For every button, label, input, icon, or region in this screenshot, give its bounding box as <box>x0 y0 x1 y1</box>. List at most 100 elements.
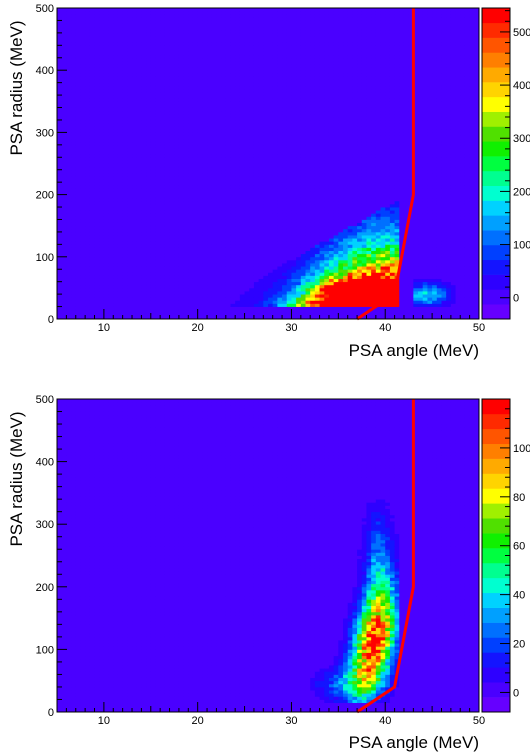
heatmap-bin <box>198 67 203 71</box>
heatmap-bin <box>226 294 231 298</box>
heatmap-bin <box>277 154 282 158</box>
heatmap-bin <box>216 61 221 65</box>
heatmap-bin <box>123 136 128 140</box>
heatmap-bin <box>240 8 245 12</box>
heatmap-bin <box>277 123 282 127</box>
heatmap-bin <box>160 232 165 236</box>
heatmap-bin <box>165 48 170 52</box>
heatmap-bin <box>207 279 212 283</box>
heatmap-bin <box>212 24 217 28</box>
heatmap-bin <box>235 120 240 124</box>
heatmap-bin <box>240 226 245 230</box>
heatmap-bin <box>230 14 235 18</box>
heatmap-bin <box>259 114 264 118</box>
heatmap-bin <box>104 64 109 68</box>
heatmap-bin <box>179 235 184 239</box>
heatmap-bin <box>184 70 189 74</box>
heatmap-bin <box>99 48 104 52</box>
heatmap-bin <box>188 160 193 164</box>
heatmap-bin <box>104 24 109 28</box>
heatmap-bin <box>127 24 132 28</box>
heatmap-bin <box>141 167 146 171</box>
heatmap-bin <box>249 98 254 102</box>
heatmap-bin <box>216 285 221 289</box>
heatmap-bin <box>109 266 114 270</box>
heatmap-bin <box>245 160 250 164</box>
heatmap-bin <box>240 148 245 152</box>
heatmap-bin <box>282 142 287 146</box>
heatmap-bin <box>245 45 250 49</box>
heatmap-bin <box>141 247 146 251</box>
heatmap-bin <box>90 303 95 307</box>
heatmap-bin <box>71 132 76 136</box>
heatmap-bin <box>71 272 76 276</box>
heatmap-bin <box>226 157 231 161</box>
heatmap-bin <box>202 219 207 223</box>
heatmap-bin <box>273 117 278 121</box>
heatmap-bin <box>170 114 175 118</box>
heatmap-bin <box>287 260 292 264</box>
heatmap-bin <box>137 48 142 52</box>
heatmap-bin <box>109 8 114 12</box>
heatmap-bin <box>277 260 282 264</box>
heatmap-bin <box>95 226 100 230</box>
heatmap-bin <box>57 101 62 105</box>
heatmap-bin <box>282 129 287 133</box>
heatmap-bin <box>198 313 203 317</box>
heatmap-bin <box>155 170 160 174</box>
heatmap-bin <box>76 313 81 317</box>
heatmap-bin <box>76 288 81 292</box>
heatmap-bin <box>170 191 175 195</box>
heatmap-bin <box>259 24 264 28</box>
heatmap-bin <box>132 303 137 307</box>
heatmap-bin <box>254 164 259 168</box>
heatmap-bin <box>277 251 282 255</box>
heatmap-bin <box>137 11 142 15</box>
heatmap-bin <box>137 98 142 102</box>
heatmap-bin <box>99 142 104 146</box>
heatmap-bin <box>235 117 240 121</box>
heatmap-bin <box>146 17 151 21</box>
heatmap-bin <box>71 98 76 102</box>
heatmap-bin <box>188 27 193 31</box>
heatmap-bin <box>85 104 90 108</box>
heatmap-bin <box>95 83 100 87</box>
heatmap-bin <box>118 14 123 18</box>
heatmap-bin <box>165 288 170 292</box>
heatmap-bin <box>90 167 95 171</box>
heatmap-bin <box>155 95 160 99</box>
heatmap-bin <box>99 182 104 186</box>
heatmap-bin <box>165 151 170 155</box>
heatmap-bin <box>179 76 184 80</box>
heatmap-bin <box>240 310 245 314</box>
heatmap-bin <box>273 8 278 12</box>
heatmap-bin <box>76 257 81 261</box>
heatmap-bin <box>212 164 217 168</box>
heatmap-bin <box>230 241 235 245</box>
heatmap-bin <box>174 207 179 211</box>
heatmap-bin <box>104 8 109 12</box>
heatmap-bin <box>123 14 128 18</box>
heatmap-bin <box>146 20 151 24</box>
heatmap-bin <box>66 58 71 62</box>
heatmap-bin <box>245 307 250 311</box>
heatmap-bin <box>127 92 132 96</box>
heatmap-bin <box>76 139 81 143</box>
heatmap-bin <box>245 185 250 189</box>
heatmap-bin <box>277 182 282 186</box>
heatmap-bin <box>202 132 207 136</box>
heatmap-bin <box>141 14 146 18</box>
heatmap-bin <box>113 176 118 180</box>
heatmap-bin <box>165 251 170 255</box>
heatmap-bin <box>245 8 250 12</box>
heatmap-bin <box>263 167 268 171</box>
heatmap-bin <box>216 157 221 161</box>
heatmap-bin <box>273 275 278 279</box>
heatmap-bin <box>71 33 76 37</box>
heatmap-bin <box>273 80 278 84</box>
heatmap-bin <box>62 232 67 236</box>
heatmap-bin <box>160 247 165 251</box>
heatmap-bin <box>226 216 231 220</box>
heatmap-bin <box>179 213 184 217</box>
heatmap-bin <box>170 36 175 40</box>
